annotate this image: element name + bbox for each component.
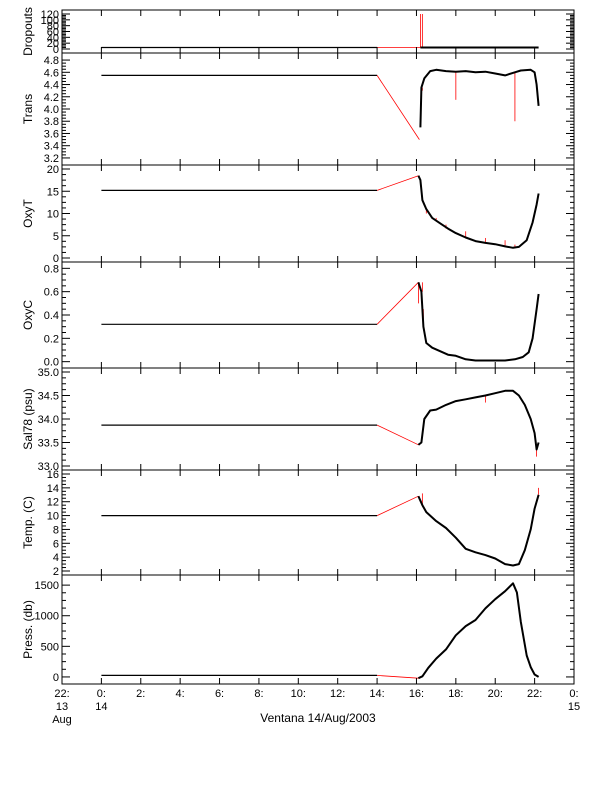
y-axis-label: Press. (db): [21, 600, 35, 659]
series-line: [417, 175, 540, 249]
series-line: [417, 389, 540, 451]
y-tick-label: 60: [47, 27, 59, 39]
series-gap-line: [376, 495, 419, 516]
y-tick-label: 80: [47, 21, 59, 33]
y-tick-label: 0.2: [44, 333, 59, 345]
y-tick-label: 8: [53, 524, 59, 536]
series-gap-line: [376, 175, 419, 191]
x-tick-label: 18:: [448, 688, 463, 700]
y-tick-label: 3.6: [44, 128, 59, 140]
y-axis-label: Temp. (C): [21, 496, 35, 549]
y-tick-label: 4.6: [44, 67, 59, 79]
x-tick-label: 2:: [136, 688, 145, 700]
y-tick-label: 0.6: [44, 287, 59, 299]
y-tick-label: 10: [47, 209, 59, 221]
y-tick-label: 35.0: [38, 367, 59, 379]
x-tick-label: Aug: [52, 714, 72, 726]
y-tick-label: 4.4: [44, 80, 59, 92]
panel-frame: [61, 261, 575, 369]
x-tick-label: 15: [568, 701, 580, 713]
y-tick-label: 16: [47, 469, 59, 481]
y-tick-label: 0: [53, 44, 59, 56]
series-line: [417, 281, 540, 362]
y-tick-label: 1500: [35, 580, 59, 592]
x-tick-label: 13: [56, 701, 68, 713]
y-tick-label: 3.4: [44, 141, 59, 153]
y-tick-label: 34.0: [38, 414, 59, 426]
y-axis-label: OxyT: [21, 199, 35, 228]
y-tick-label: 2: [53, 566, 59, 578]
panel-frame: [61, 574, 575, 685]
panel-oxyc: 0.0 0.2 0.4 0.6 0.8 OxyC: [21, 261, 575, 369]
x-tick-label: 10:: [291, 688, 306, 700]
x-axis-label: Ventana 14/Aug/2003: [260, 711, 376, 725]
x-tick-label: 0:: [97, 688, 106, 700]
series-line: [419, 68, 540, 128]
x-tick-label: 20:: [488, 688, 503, 700]
series-line: [417, 582, 540, 680]
x-tick-label: 22:: [54, 688, 69, 700]
y-axis-label: Sal78 (psu): [21, 388, 35, 449]
series-gap-line: [377, 675, 419, 679]
x-tick-label: 16:: [409, 688, 424, 700]
panel-frame: [61, 164, 575, 263]
y-tick-label: 5: [53, 231, 59, 243]
y-tick-label: 14: [47, 483, 59, 495]
x-tick-label: 22:: [527, 688, 542, 700]
y-tick-label: 33.0: [38, 461, 59, 473]
y-tick-label: 12: [47, 497, 59, 509]
y-tick-label: 3.8: [44, 116, 59, 128]
y-tick-label: 4.0: [44, 104, 59, 116]
series-line: [417, 494, 540, 567]
y-tick-label: 3.2: [44, 153, 59, 165]
panel-trans: 3.23.43.63.84.04.24.44.64.8 Trans: [21, 52, 575, 166]
x-tick-label: 4:: [176, 688, 185, 700]
panel-temp: 2 4 6 810 12 14 16 Temp. (C): [21, 469, 575, 578]
y-axis-label: OxyC: [21, 300, 35, 330]
y-tick-label: 4.2: [44, 92, 59, 104]
panel-frame: [61, 52, 575, 166]
x-tick-label: 14:: [369, 688, 384, 700]
x-tick-label: 12:: [330, 688, 345, 700]
series-gap-line: [376, 75, 420, 140]
y-tick-label: 6: [53, 538, 59, 550]
y-tick-label: 33.5: [38, 438, 59, 450]
x-tick-label: 8:: [254, 688, 263, 700]
panel-frame: [61, 367, 575, 471]
y-axis-label: Dropouts: [21, 7, 35, 56]
x-tick-label: 14: [95, 701, 107, 713]
y-tick-label: 20: [47, 38, 59, 50]
y-tick-label: 120: [41, 9, 59, 21]
y-tick-label: 100: [41, 15, 59, 27]
y-tick-label: 10: [47, 511, 59, 523]
y-tick-label: 4: [53, 552, 59, 564]
series-gap-line: [376, 424, 419, 446]
x-tick-label: 6:: [215, 688, 224, 700]
y-tick-label: 0.4: [44, 310, 59, 322]
x-tick-label: 0:: [569, 688, 578, 700]
y-tick-label: 0.8: [44, 263, 59, 275]
y-tick-label: 34.5: [38, 391, 59, 403]
y-tick-label: 20: [47, 164, 59, 176]
y-tick-label: 4.8: [44, 55, 59, 67]
y-tick-label: 1000: [35, 611, 59, 623]
y-tick-label: 0: [53, 672, 59, 684]
panel-oxyt: 0 5 10 15 20 OxyT: [21, 164, 575, 265]
y-tick-label: 0.0: [44, 357, 59, 369]
y-axis-label: Trans: [21, 94, 35, 124]
y-tick-label: 500: [41, 641, 59, 653]
y-tick-label: 0: [53, 253, 59, 265]
y-tick-label: 40: [47, 32, 59, 44]
series-gap-line: [376, 282, 419, 325]
y-tick-label: 15: [47, 186, 59, 198]
